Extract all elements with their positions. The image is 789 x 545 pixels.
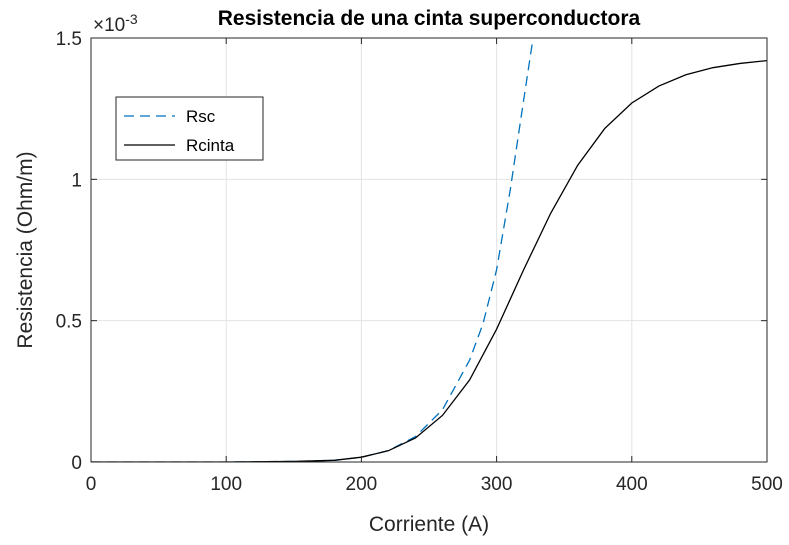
y-exponent-label: ×10-3 xyxy=(93,11,138,36)
chart-title: Resistencia de una cinta superconductora xyxy=(218,7,641,30)
x-tick-label: 0 xyxy=(86,474,97,495)
legend-label-rsc: Rsc xyxy=(186,107,216,126)
y-tick-label: 1.5 xyxy=(56,29,82,50)
y-axis-label: Resistencia (Ohm/m) xyxy=(14,151,37,348)
y-tick-label: 0 xyxy=(71,453,82,474)
x-tick-label: 500 xyxy=(751,474,783,495)
y-tick-label: 1 xyxy=(71,170,82,191)
x-tick-label: 400 xyxy=(616,474,648,495)
x-tick-label: 100 xyxy=(210,474,242,495)
x-tick-label: 200 xyxy=(346,474,378,495)
axes-box xyxy=(90,37,768,463)
x-tick-label: 300 xyxy=(481,474,513,495)
y-tick-label: 0.5 xyxy=(56,312,82,333)
tick-layer: 0 100 200 300 400 500 0 0.5 1 1.5 xyxy=(56,29,783,495)
x-axis-label: Corriente (A) xyxy=(369,513,489,536)
legend-label-rcinta: Rcinta xyxy=(186,136,235,155)
legend: Rsc Rcinta xyxy=(115,96,264,161)
series-layer xyxy=(91,38,767,462)
legend-box xyxy=(115,96,264,161)
series-line-rcinta xyxy=(91,59,767,462)
